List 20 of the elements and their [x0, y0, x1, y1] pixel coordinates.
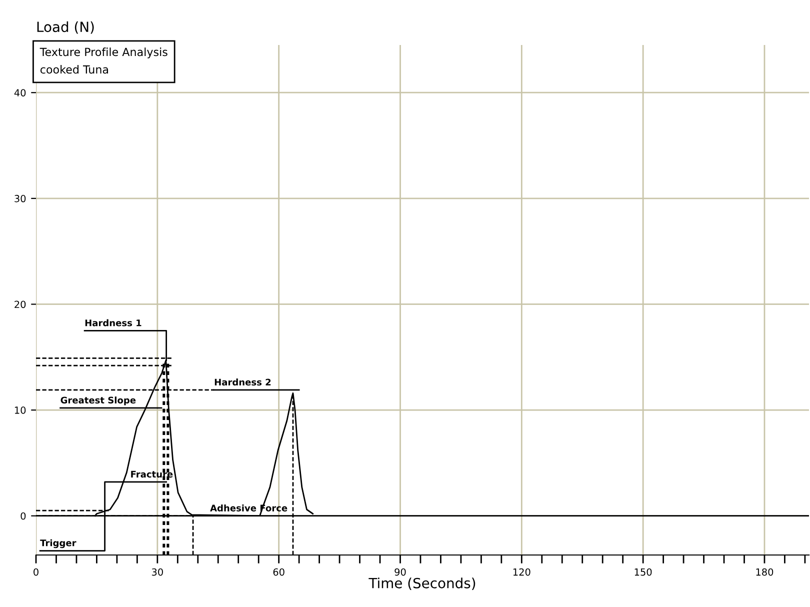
y-axis-title: Load (N) — [37, 21, 94, 34]
annotation: Fracture — [131, 470, 173, 478]
x-tick-label: 90 — [394, 568, 406, 576]
annotation: Hardness 1 — [85, 319, 142, 326]
x-axis-title: Time (Seconds) — [368, 578, 476, 590]
x-tick-label: 30 — [152, 568, 163, 576]
y-tick-label: 40 — [14, 89, 26, 96]
y-tick-label: 0 — [20, 512, 26, 520]
annotation: Greatest Slope — [60, 396, 136, 406]
text: Texture Profile Analysis cooked Tuna — [40, 48, 168, 74]
x-tick-label: 0 — [34, 568, 38, 576]
x-tick-label: 180 — [756, 568, 774, 576]
y-tick-label: 20 — [14, 300, 26, 308]
y-tick-label: 10 — [14, 406, 26, 414]
annotation: Hardness 2 — [214, 378, 271, 386]
x-tick-label: 150 — [634, 568, 652, 576]
y-tick-label: 30 — [14, 194, 26, 202]
annotation: Trigger — [40, 539, 76, 548]
x-tick-label: 60 — [273, 568, 284, 576]
x-tick-label: 120 — [513, 568, 530, 576]
